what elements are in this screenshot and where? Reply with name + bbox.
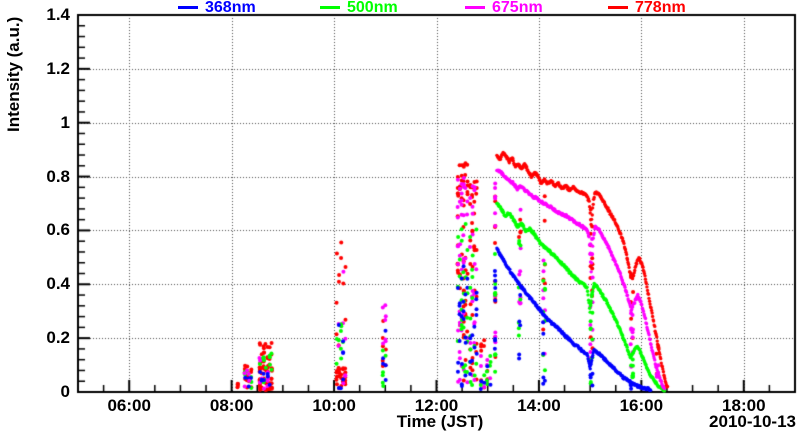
legend-item-500nm: 500nm <box>320 0 398 16</box>
legend-line-icon <box>320 6 340 9</box>
date-label: 2010-10-13 <box>709 412 796 431</box>
legend-label: 500nm <box>347 0 398 16</box>
y-tick-label-0.8: 0.8 <box>46 166 70 186</box>
legend-line-icon <box>608 6 628 9</box>
y-tick-label-1: 1 <box>60 112 70 132</box>
x-tick-label-06:00: 06:00 <box>107 396 151 415</box>
legend-label: 368nm <box>205 0 256 16</box>
x-tick-label-08:00: 08:00 <box>209 396 254 415</box>
legend-item-778nm: 778nm <box>608 0 686 16</box>
legend-label: 675nm <box>492 0 543 16</box>
legend-line-icon <box>465 6 485 9</box>
x-tick-label-14:00: 14:00 <box>517 396 561 415</box>
y-tick-label-0.4: 0.4 <box>46 274 70 294</box>
legend-label: 778nm <box>635 0 686 16</box>
legend-item-675nm: 675nm <box>465 0 543 16</box>
legend-line-icon <box>178 6 198 9</box>
y-axis-title: Intensity (a.u.) <box>4 16 23 132</box>
x-tick-label-12:00: 12:00 <box>414 396 459 415</box>
x-tick-label-10:00: 10:00 <box>312 396 356 415</box>
x-axis-title: Time (JST) <box>396 412 484 431</box>
x-tick-label-16:00: 16:00 <box>619 396 664 415</box>
legend-item-368nm: 368nm <box>178 0 256 16</box>
y-tick-label-1.2: 1.2 <box>46 58 70 78</box>
y-tick-label-0.6: 0.6 <box>46 220 70 240</box>
y-tick-label-0.2: 0.2 <box>46 328 70 348</box>
y-tick-label-1.4: 1.4 <box>46 5 70 24</box>
y-tick-label-0: 0 <box>60 382 70 401</box>
x-tick-label-18:00: 18:00 <box>722 396 766 415</box>
